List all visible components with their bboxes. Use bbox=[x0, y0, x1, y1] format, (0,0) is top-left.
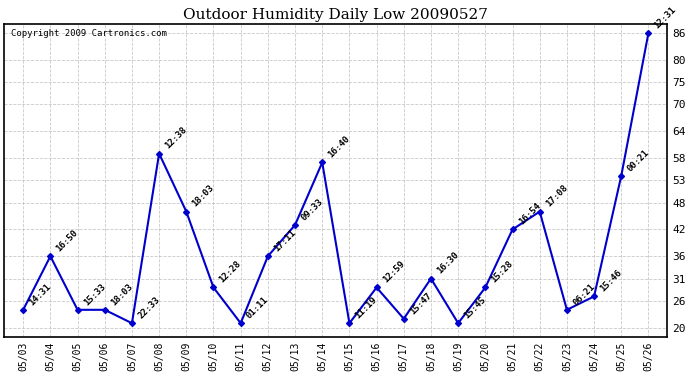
Text: 16:40: 16:40 bbox=[326, 134, 352, 160]
Text: 17:08: 17:08 bbox=[544, 183, 569, 209]
Text: 15:47: 15:47 bbox=[408, 291, 433, 316]
Title: Outdoor Humidity Daily Low 20090527: Outdoor Humidity Daily Low 20090527 bbox=[184, 8, 489, 21]
Text: 16:50: 16:50 bbox=[55, 228, 80, 254]
Text: 18:03: 18:03 bbox=[190, 183, 216, 209]
Text: 15:28: 15:28 bbox=[489, 260, 515, 285]
Text: 16:54: 16:54 bbox=[517, 201, 542, 226]
Text: 11:19: 11:19 bbox=[353, 295, 379, 320]
Text: 12:28: 12:28 bbox=[217, 260, 243, 285]
Text: 16:30: 16:30 bbox=[435, 251, 460, 276]
Text: 15:45: 15:45 bbox=[462, 295, 488, 320]
Text: 15:46: 15:46 bbox=[598, 268, 624, 294]
Text: 22:33: 22:33 bbox=[136, 295, 161, 320]
Text: 12:31: 12:31 bbox=[653, 5, 678, 30]
Text: Copyright 2009 Cartronics.com: Copyright 2009 Cartronics.com bbox=[11, 29, 167, 38]
Text: 09:33: 09:33 bbox=[299, 197, 324, 222]
Text: 14:31: 14:31 bbox=[28, 282, 52, 307]
Text: 00:21: 00:21 bbox=[625, 148, 651, 173]
Text: 06:21: 06:21 bbox=[571, 282, 596, 307]
Text: 12:38: 12:38 bbox=[164, 125, 188, 151]
Text: 15:33: 15:33 bbox=[81, 282, 107, 307]
Text: 12:59: 12:59 bbox=[381, 260, 406, 285]
Text: 17:11: 17:11 bbox=[272, 228, 297, 254]
Text: 18:03: 18:03 bbox=[109, 282, 135, 307]
Text: 01:11: 01:11 bbox=[245, 295, 270, 320]
